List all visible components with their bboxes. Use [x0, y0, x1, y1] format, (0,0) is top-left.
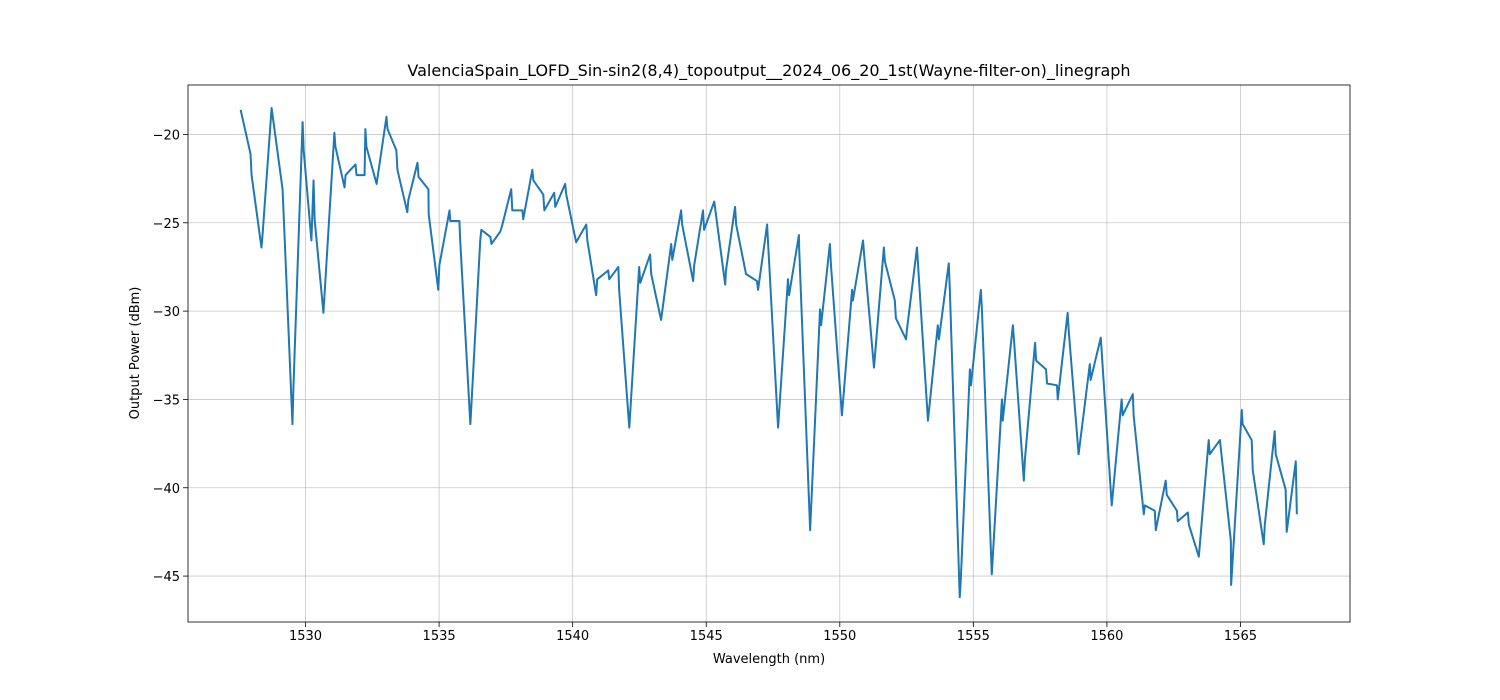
y-tick-label: −45	[153, 570, 180, 585]
chart-title: ValenciaSpain_LOFD_Sin-sin2(8,4)_topoutp…	[407, 61, 1130, 81]
y-tick-label: −20	[153, 128, 180, 143]
x-tick-label: 1545	[690, 629, 723, 644]
x-tick-label: 1560	[1090, 629, 1123, 644]
x-tick-label: 1555	[957, 629, 990, 644]
y-tick-label: −25	[153, 217, 180, 232]
x-tick-label: 1550	[823, 629, 856, 644]
x-axis-label: Wavelength (nm)	[713, 652, 825, 667]
x-tick-label: 1530	[289, 629, 322, 644]
y-tick-label: −35	[153, 393, 180, 408]
x-tick-label: 1535	[423, 629, 456, 644]
x-tick-label: 1540	[556, 629, 589, 644]
x-tick-label: 1565	[1224, 629, 1257, 644]
y-tick-label: −40	[153, 482, 180, 497]
y-axis-label: Output Power (dBm)	[128, 287, 143, 420]
plot-frame	[187, 84, 1351, 623]
data-line	[239, 106, 1298, 599]
y-tick-label: −30	[153, 305, 180, 320]
